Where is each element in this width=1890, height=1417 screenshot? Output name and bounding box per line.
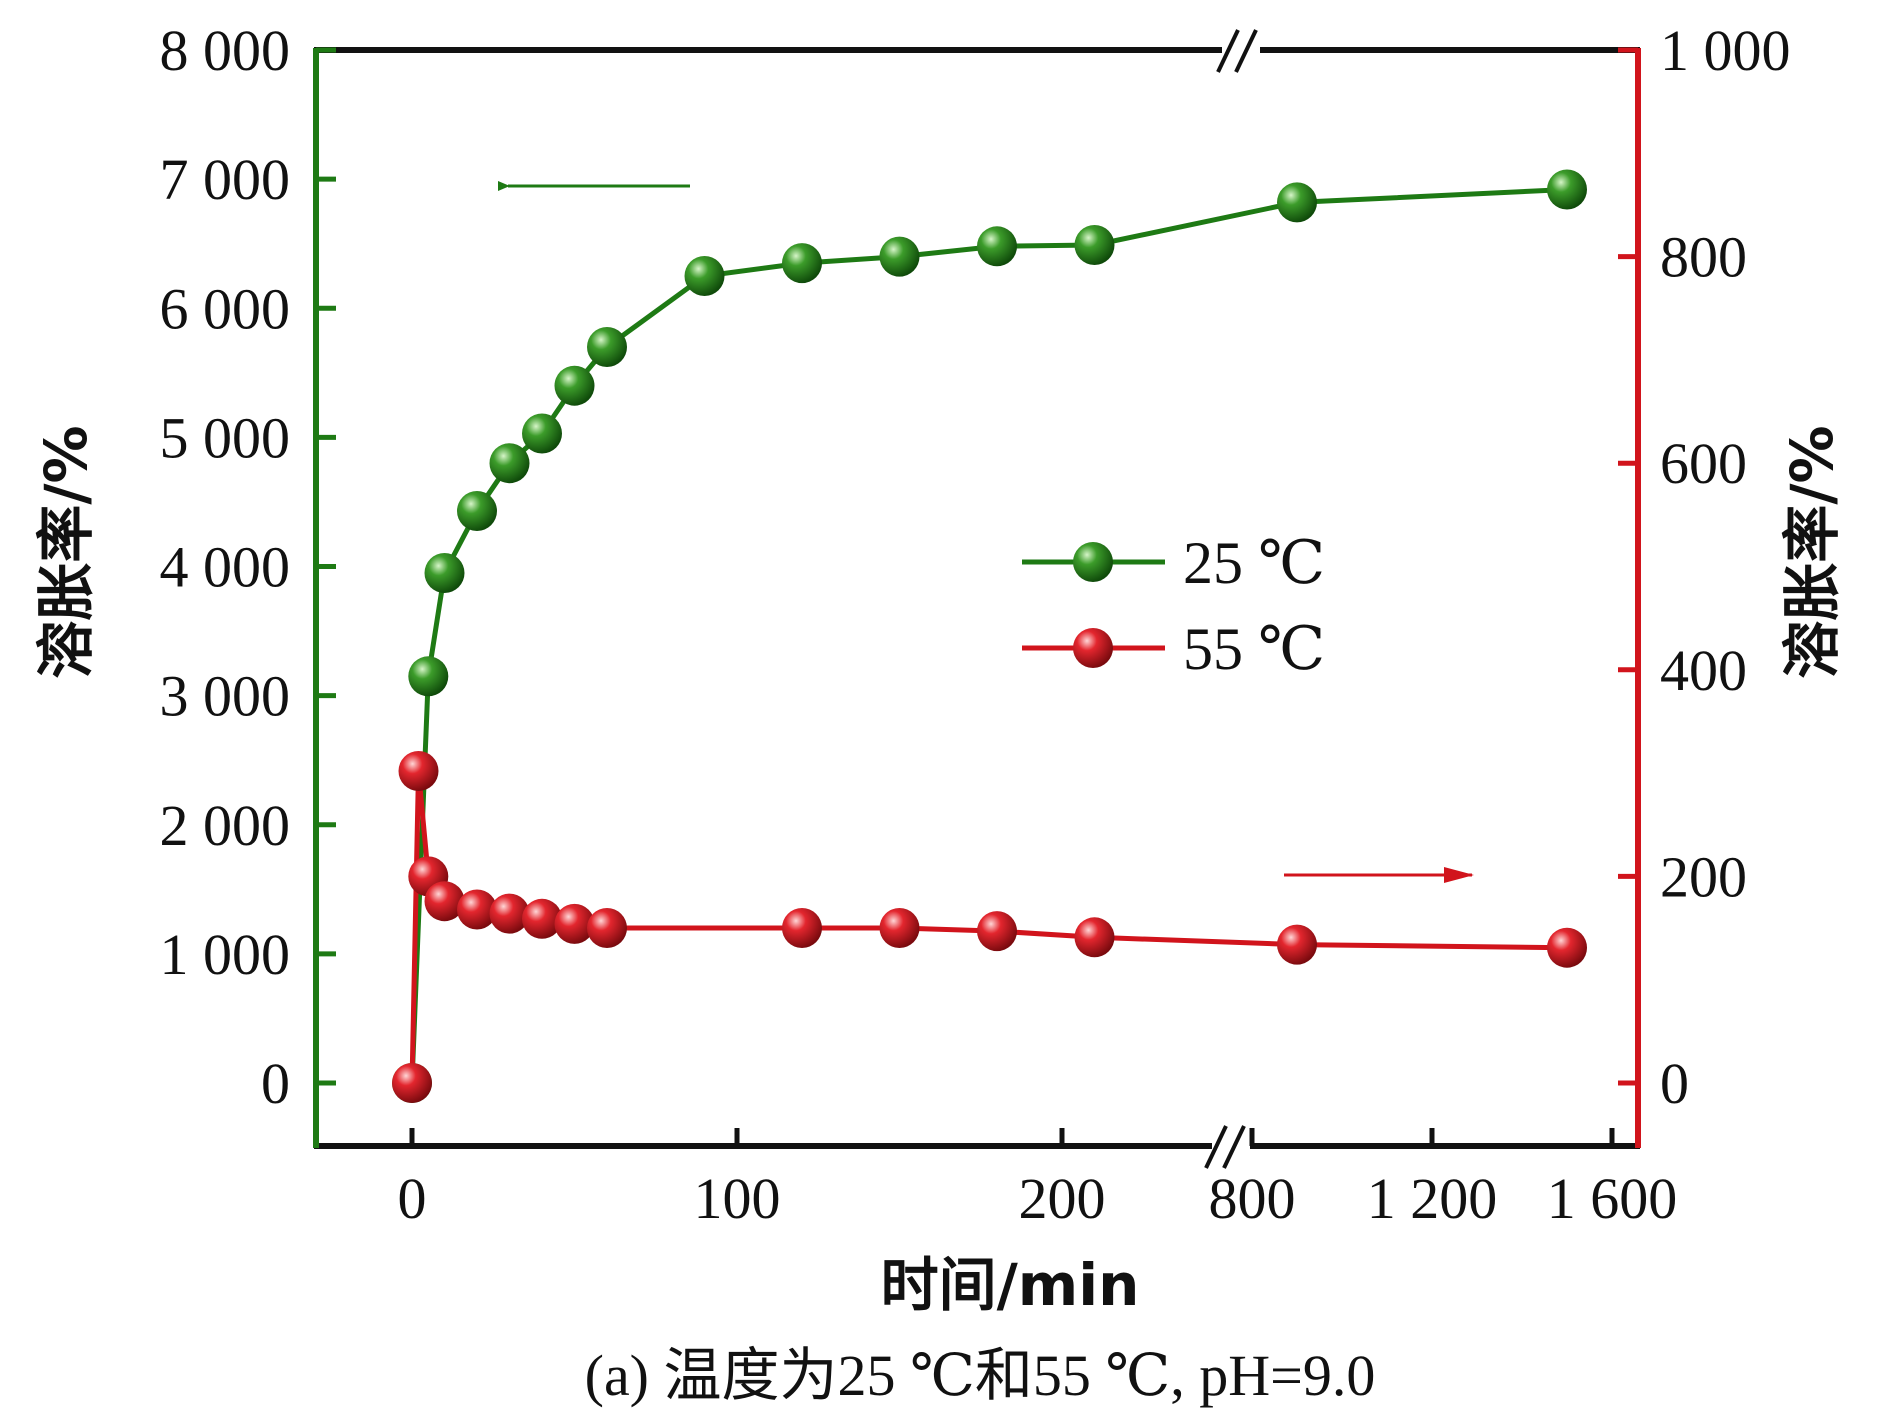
legend-label-25: 25 ℃ [1183, 530, 1325, 596]
data-point-55c [587, 908, 627, 948]
left-tick-label: 3 000 [160, 664, 291, 729]
data-point-55c [398, 751, 439, 791]
data-point-55c [392, 1063, 432, 1103]
data-point-25c [879, 236, 920, 277]
data-point-55c [522, 898, 562, 939]
right-tick-label: 600 [1660, 431, 1747, 496]
figure-caption: (a) 温度为25 ℃和55 ℃, pH=9.0 [585, 1343, 1376, 1408]
data-point-25c [554, 365, 595, 406]
legend-label-55: 55 ℃ [1183, 616, 1325, 682]
data-point-55c [1547, 927, 1587, 968]
right-tick-label: 200 [1660, 844, 1747, 909]
x-tick-label: 100 [694, 1166, 781, 1231]
data-point-25c [424, 553, 465, 593]
data-point-25c [457, 491, 497, 531]
x-tick-label: 1 200 [1367, 1166, 1498, 1231]
legend-marker-25 [1073, 542, 1113, 582]
data-point-25c [684, 256, 725, 296]
left-y-ticks: 0 1 000 2 000 3 000 4 000 5 000 6 000 7 000 8 00… [160, 18, 336, 1116]
data-point-25c [977, 226, 1017, 267]
top-axis-break [1216, 29, 1260, 73]
data-point-55c [457, 889, 497, 930]
data-point-55c [424, 881, 465, 922]
data-point-55c [879, 908, 920, 948]
y-axis-title-left: 溶胀率/% [32, 425, 100, 678]
data-point-55c [977, 911, 1017, 952]
x-tick-label: 0 [398, 1166, 427, 1231]
x-tick-label: 200 [1019, 1166, 1106, 1231]
data-point-55c [554, 903, 595, 944]
left-tick-label: 4 000 [160, 535, 291, 600]
data-point-25c [522, 413, 562, 454]
y-axis-title-right: 溶胀率/% [1778, 425, 1846, 678]
left-tick-label: 7 000 [160, 147, 291, 212]
left-tick-label: 1 000 [160, 922, 291, 987]
x-tick-label: 1 600 [1547, 1166, 1678, 1231]
data-point-55c [489, 893, 530, 934]
right-tick-label: 0 [1660, 1051, 1689, 1116]
right-y-ticks: 0 200 400 600 800 1 000 [1618, 18, 1791, 1116]
left-tick-label: 8 000 [160, 18, 291, 83]
left-tick-label: 0 [261, 1051, 290, 1116]
x-tick-label: 800 [1209, 1166, 1296, 1231]
right-tick-label: 1 000 [1660, 18, 1791, 83]
left-tick-label: 5 000 [160, 405, 291, 470]
legend: 25 ℃ 55 ℃ [1022, 530, 1325, 682]
data-point-25c [408, 656, 449, 697]
left-tick-label: 6 000 [160, 276, 291, 341]
data-point-25c [1547, 169, 1587, 210]
left-tick-label: 2 000 [160, 793, 291, 858]
data-point-55c [1074, 917, 1115, 958]
x-ticks: 0 100 200 800 1 200 1 600 [398, 1128, 1678, 1231]
data-point-25c [587, 327, 627, 367]
series-layer [392, 169, 1587, 1103]
bottom-axis-break [1204, 1125, 1250, 1169]
x-axis-title: 时间/min [881, 1251, 1140, 1319]
data-point-25c [1277, 182, 1317, 223]
data-point-25c [489, 443, 530, 484]
right-tick-label: 800 [1660, 225, 1747, 290]
legend-marker-55 [1073, 628, 1113, 668]
data-point-25c [782, 243, 822, 284]
data-point-55c [1277, 924, 1317, 965]
right-tick-label: 400 [1660, 638, 1747, 703]
data-point-25c [1074, 225, 1115, 265]
data-point-55c [782, 908, 822, 948]
